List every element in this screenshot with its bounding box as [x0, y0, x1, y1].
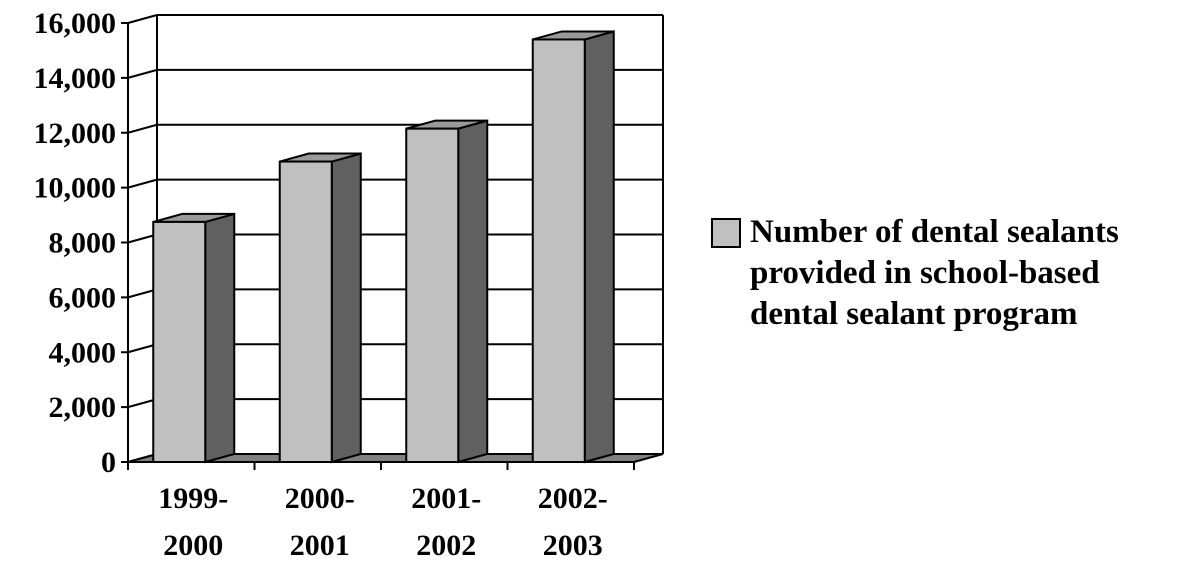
x-tick-label: 2002- [538, 482, 608, 515]
y-tick-label: 12,000 [34, 117, 117, 150]
bar-side-face [330, 152, 362, 464]
bar-side-face [204, 212, 236, 464]
y-axis-tick-labels: 0 2,000 4,000 6,000 8,000 10,000 12,000 14,000 1… [34, 7, 117, 479]
y-tick-label: 8,000 [49, 227, 117, 260]
bar-front-face [405, 127, 460, 463]
gridline-depth [127, 123, 158, 134]
bar-front-face [531, 38, 586, 464]
bar [152, 212, 236, 464]
gridline-depth [127, 233, 158, 244]
x-tick-label: 2001- [411, 482, 481, 515]
gridline-depth [127, 68, 158, 79]
bar [278, 152, 362, 464]
bar [531, 30, 615, 464]
legend-label-line-2: provided in school-based [750, 255, 1100, 291]
y-tick-label: 16,000 [34, 7, 117, 40]
bar [405, 119, 489, 464]
gridline-depth [127, 14, 158, 24]
legend: Number of dental sealants provided in sc… [711, 214, 1119, 332]
legend-label-line-1: Number of dental sealants [750, 214, 1119, 250]
y-tick-label: 6,000 [49, 281, 117, 314]
legend-label-line-3: dental sealant program [750, 296, 1078, 332]
bar-front-face [152, 220, 207, 463]
x-axis-tick-labels: 1999- 2000 2000- 2001 2001- 2002 2002- 2003 [158, 482, 608, 562]
y-tick-label: 14,000 [34, 62, 117, 95]
gridline-depth [127, 288, 158, 299]
axes [121, 22, 635, 470]
bar-side-face [457, 119, 489, 464]
legend-swatch [711, 218, 741, 248]
x-tick-label: 2002 [416, 529, 476, 562]
gridline-depth [127, 398, 158, 409]
bar-side-face [583, 30, 615, 464]
gridline-depth [127, 178, 158, 189]
bars [152, 30, 615, 464]
bar-front-face [278, 160, 333, 463]
gridline-depth [127, 343, 158, 354]
y-tick-label: 2,000 [49, 391, 117, 424]
x-tick-label: 2001 [290, 529, 350, 562]
y-tick-label: 4,000 [49, 336, 117, 369]
x-tick-label: 2000- [285, 482, 355, 515]
y-tick-label: 0 [101, 446, 116, 479]
y-tick-label: 10,000 [34, 172, 117, 205]
x-tick-label: 1999- [158, 482, 228, 515]
x-tick-label: 2003 [543, 529, 603, 562]
x-tick-label: 2000 [163, 529, 223, 562]
